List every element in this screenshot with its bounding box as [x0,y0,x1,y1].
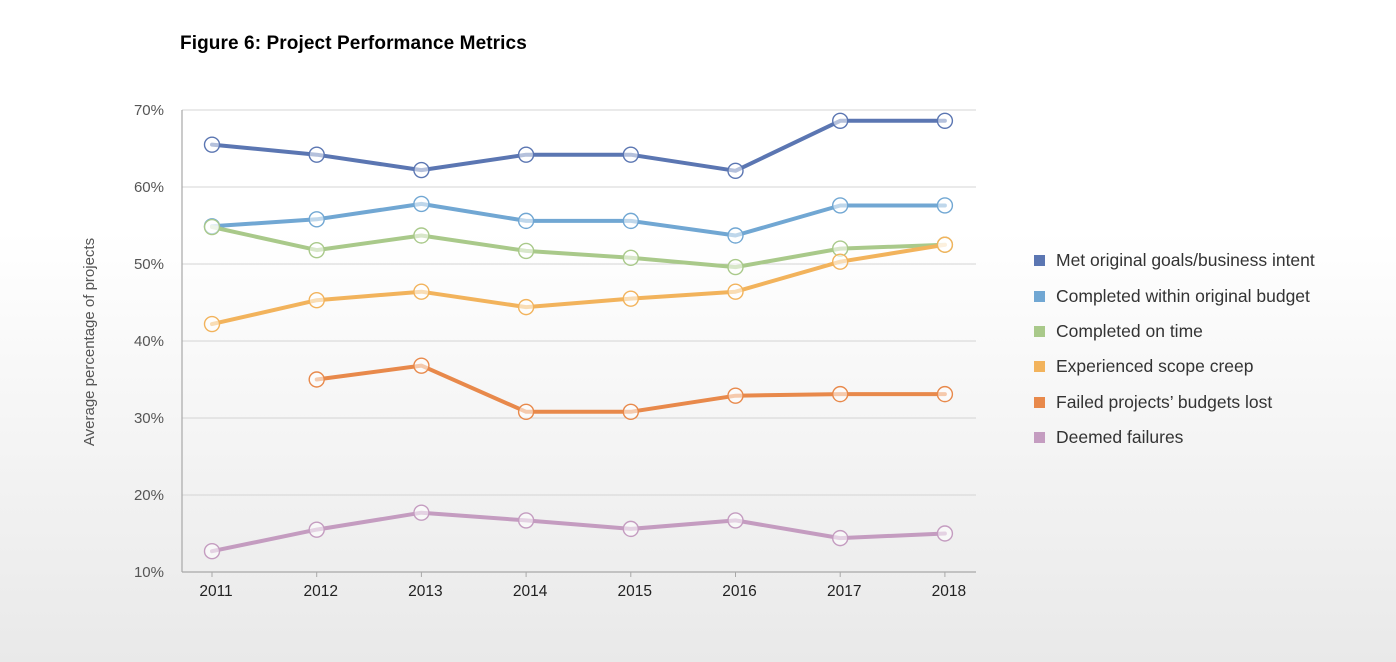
legend-swatch [1034,325,1045,337]
x-tick-label: 2015 [618,583,652,600]
data-point [413,227,430,244]
data-point [727,387,744,404]
series-line [210,510,947,554]
legend-label: Completed on time [1056,320,1203,341]
series-line [210,242,947,327]
legend-item: Failed projects’ budgets lost [1034,385,1315,420]
series-line [210,225,947,270]
legend-swatch [1034,396,1045,408]
data-point [308,241,325,259]
data-point [308,291,325,309]
data-point [413,161,430,179]
data-point [936,112,954,129]
legend-label: Completed within original budget [1056,285,1310,306]
data-point [727,258,744,276]
data-point [832,529,849,547]
series-line [210,118,947,173]
data-point [517,242,535,260]
legend-label: Experienced scope creep [1056,356,1254,377]
data-point [517,512,535,529]
y-tick-label: 20% [134,487,164,504]
chart-legend: Met original goals/business intent Comple… [1034,243,1315,455]
data-point [622,212,639,230]
legend-item: Completed on time [1034,314,1315,349]
y-tick-label: 70% [134,102,164,119]
data-point [832,253,849,270]
x-tick-label: 2014 [513,583,548,600]
data-point [517,212,535,230]
data-point [936,385,954,403]
data-point [727,283,744,300]
x-tick-label: 2018 [932,583,966,600]
chart-title: Figure 6: Project Performance Metrics [180,33,527,54]
legend-label: Deemed failures [1056,427,1184,448]
data-point [622,520,639,538]
x-tick-label: 2016 [722,583,756,600]
legend-label: Met original goals/business intent [1056,250,1315,271]
data-point [727,162,744,180]
x-tick-label: 2013 [408,583,442,600]
data-point [832,112,849,129]
y-tick-label: 50% [134,256,164,273]
data-point [413,504,430,521]
legend-item: Met original goals/business intent [1034,243,1315,278]
data-point [413,357,430,374]
series-line [210,201,947,238]
x-tick-label: 2011 [199,583,232,600]
data-point [832,385,849,403]
data-point [622,146,639,163]
data-point [517,298,535,316]
data-point [308,521,325,538]
data-point [203,543,221,560]
legend-item: Deemed failures [1034,420,1315,455]
data-point [622,290,639,307]
data-point [203,315,221,333]
x-tick-label: 2017 [827,583,861,600]
legend-swatch [1034,290,1045,302]
data-point [308,371,325,388]
legend-swatch [1034,361,1045,373]
legend-label: Failed projects’ budgets lost [1056,391,1273,412]
legend-swatch [1034,255,1045,267]
data-point [413,283,430,300]
data-point [622,403,639,421]
legend-item: Completed within original budget [1034,278,1315,313]
x-tick-label: 2012 [303,583,337,600]
y-tick-label: 30% [134,410,164,427]
y-axis-title: Average percentage of projects [81,238,98,446]
y-tick-label: 60% [134,179,164,196]
data-point [727,512,744,529]
data-point [936,197,954,214]
data-point [517,403,535,421]
data-point [203,218,221,236]
data-point [936,525,954,542]
data-point [727,227,744,244]
data-point [832,197,849,214]
y-tick-label: 40% [134,333,164,350]
legend-item: Experienced scope creep [1034,349,1315,384]
data-point [622,249,639,267]
data-point [308,211,325,228]
y-tick-label: 10% [134,564,164,581]
data-point [517,146,535,163]
data-point [936,236,954,253]
data-point [203,136,221,153]
data-point [308,146,325,163]
legend-swatch [1034,432,1045,444]
data-point [413,195,430,213]
